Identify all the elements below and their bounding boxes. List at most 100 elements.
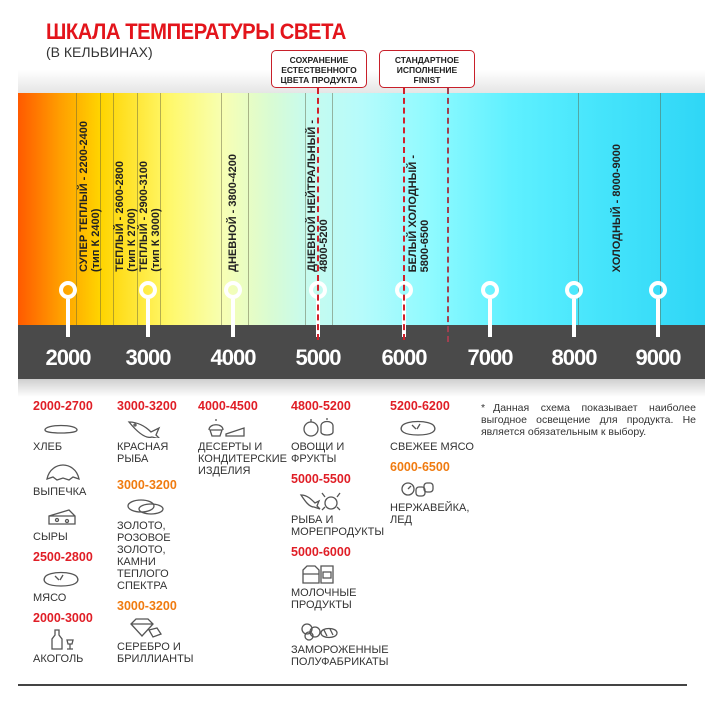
temperature-range: 2500-2800 (33, 550, 93, 564)
product-item: 5000-6000 МОЛОЧНЫЕ ПРОДУКТЫ (291, 546, 391, 611)
product-label: ЗОЛОТО, РОЗОВОЕ ЗОЛОТО, КАМНИ ТЕПЛОГО СП… (117, 520, 171, 592)
product-label: СВЕЖЕЕ МЯСО (390, 441, 474, 453)
zone-label: ДНЕВНОЙ - 3800-4200 (227, 154, 239, 272)
products-column: 4800-5200 ОВОЩИ И ФРУКТЫ 5000-5500 РЫБА И М… (291, 400, 391, 676)
product-item: 2500-2800 МЯСО (33, 551, 113, 604)
products-column: 2000-2700 ХЛЕБ ВЫПЕЧКА СЫРЫ 2500-2800 МЯСО 200… (33, 400, 113, 673)
temperature-range: 3000-3200 (117, 399, 177, 413)
finist-marker-line (403, 88, 405, 340)
frozen-food-icon (297, 619, 391, 641)
scale-label: 4000 (210, 345, 257, 370)
diamond-icon (123, 616, 197, 638)
product-label: НЕРЖАВЕЙКА, ЛЕД (390, 502, 470, 526)
product-item: 5000-5500 РЫБА И МОРЕПРОДУКТЫ (291, 473, 391, 538)
product-item: 5200-6200 СВЕЖЕЕ МЯСО (390, 400, 480, 453)
temperature-range: 5000-5500 (291, 472, 351, 486)
zone-divider (578, 93, 579, 326)
zone-divider (305, 93, 306, 326)
scale-pin-icon (223, 281, 243, 337)
page-title: ШКАЛА ТЕМПЕРАТУРЫ СВЕТА (46, 19, 346, 44)
product-label: АКОГОЛЬ (33, 653, 84, 665)
vegetables-icon (297, 416, 391, 438)
temperature-range: 3000-3200 (117, 599, 177, 613)
product-item: 4000-4500 ДЕСЕРТЫ И КОНДИТЕРСКИЕ ИЗДЕЛИЯ (198, 400, 288, 477)
scale-bar (18, 325, 705, 379)
natural-color-marker-line (317, 88, 319, 340)
product-item: 2000-2700 ХЛЕБ (33, 400, 113, 453)
cheese-icon (39, 506, 113, 528)
steak-icon (39, 567, 113, 589)
product-label: ДЕСЕРТЫ И КОНДИТЕРСКИЕ ИЗДЕЛИЯ (198, 441, 288, 477)
ice-icon (396, 477, 480, 499)
bread-icon (39, 416, 113, 438)
zone-divider (660, 93, 661, 326)
product-item: 3000-3200 СЕРЕБРО И БРИЛЛИАНТЫ (117, 600, 197, 665)
zone-divider (100, 93, 101, 326)
product-label: ХЛЕБ (33, 441, 63, 453)
product-label: КРАСНАЯ РЫБА (117, 441, 169, 465)
scale-label: 3000 (125, 345, 172, 370)
temperature-range: 6000-6500 (390, 460, 450, 474)
product-item: 3000-3200 ЗОЛОТО, РОЗОВОЕ ЗОЛОТО, КАМНИ Т… (117, 479, 197, 592)
bottom-divider (18, 684, 687, 686)
color-temperature-band (18, 93, 705, 326)
zone-label: БЕЛЫЙ ХОЛОДНЫЙ -5800-6500 (407, 154, 431, 272)
zone-divider (332, 93, 333, 326)
zone-divider (160, 93, 161, 326)
scale-pin-icon (564, 281, 584, 337)
scale-pin-icon (480, 281, 500, 337)
scale-label: 2000 (45, 345, 92, 370)
products-column: 5200-6200 СВЕЖЕЕ МЯСО 6000-6500 НЕРЖАВЕЙКА,… (390, 400, 480, 534)
products-column: 4000-4500 ДЕСЕРТЫ И КОНДИТЕРСКИЕ ИЗДЕЛИЯ (198, 400, 288, 485)
product-item: ЗАМОРОЖЕННЫЕ ПОЛУФАБРИКАТЫ (291, 619, 391, 668)
seafood-icon (297, 489, 391, 511)
callout-natural-color: СОХРАНЕНИЕ ЕСТЕСТВЕННОГО ЦВЕТА ПРОДУКТА (271, 50, 367, 88)
scale-shadow (18, 379, 705, 397)
product-item: 2000-3000 АКОГОЛЬ (33, 612, 113, 665)
product-item: ВЫПЕЧКА (33, 461, 113, 498)
product-label: ОВОЩИ И ФРУКТЫ (291, 441, 345, 465)
temperature-range: 5000-6000 (291, 545, 351, 559)
product-label: ВЫПЕЧКА (33, 486, 87, 498)
zone-divider (137, 93, 138, 326)
callout-finist-standard: СТАНДАРТНОЕ ИСПОЛНЕНИЕ FINIST (379, 50, 475, 88)
steak-icon (396, 416, 480, 438)
zone-label: ХОЛОДНЫЙ - 8000-9000 (611, 143, 623, 272)
finist-marker-line-end (447, 88, 449, 342)
product-label: СЕРЕБРО И БРИЛЛИАНТЫ (117, 641, 194, 665)
product-item: 6000-6500 НЕРЖАВЕЙКА, ЛЕД (390, 461, 480, 526)
scale-label: 7000 (467, 345, 514, 370)
zone-label: ТЕПЛЫЙ - 2600-2800 (тип К 2700) (114, 161, 138, 272)
zone-divider (76, 93, 77, 326)
zone-label: ТЕПЛЫЙ - 2900-3100 (тип К 3000) (138, 161, 162, 272)
scale-label: 5000 (295, 345, 342, 370)
zone-divider (113, 93, 114, 326)
temperature-range: 4000-4500 (198, 399, 258, 413)
page-subtitle: (В КЕЛЬВИНАХ) (46, 44, 153, 60)
product-item: 3000-3200 КРАСНАЯ РЫБА (117, 400, 197, 465)
product-label: ЗАМОРОЖЕННЫЕ ПОЛУФАБРИКАТЫ (291, 644, 389, 668)
milk-icon (297, 562, 391, 584)
zone-label: СУПЕР ТЕПЛЫЙ - 2200-2400 (тип К 2400) (78, 120, 102, 272)
product-label: МЯСО (33, 592, 67, 604)
product-label: РЫБА И МОРЕПРОДУКТЫ (291, 514, 385, 538)
rings-icon (123, 495, 197, 517)
zone-divider (221, 93, 222, 326)
products-column: 3000-3200 КРАСНАЯ РЫБА 3000-3200 ЗОЛОТО, РО… (117, 400, 197, 673)
temperature-range: 3000-3200 (117, 478, 177, 492)
cake-icon (204, 416, 288, 438)
temperature-range: 5200-6200 (390, 399, 450, 413)
croissant-icon (39, 461, 113, 483)
zone-divider (248, 93, 249, 326)
scale-label: 9000 (635, 345, 682, 370)
product-label: СЫРЫ (33, 531, 68, 543)
footnote: * Данная схема показывает наиболее выгодн… (481, 402, 696, 438)
temperature-range: 2000-3000 (33, 611, 93, 625)
product-item: 4800-5200 ОВОЩИ И ФРУКТЫ (291, 400, 391, 465)
scale-label: 8000 (551, 345, 598, 370)
scale-pin-icon (58, 281, 78, 337)
scale-pin-icon (138, 281, 158, 337)
scale-pin-icon (648, 281, 668, 337)
temperature-range: 4800-5200 (291, 399, 351, 413)
fish-icon (123, 416, 197, 441)
